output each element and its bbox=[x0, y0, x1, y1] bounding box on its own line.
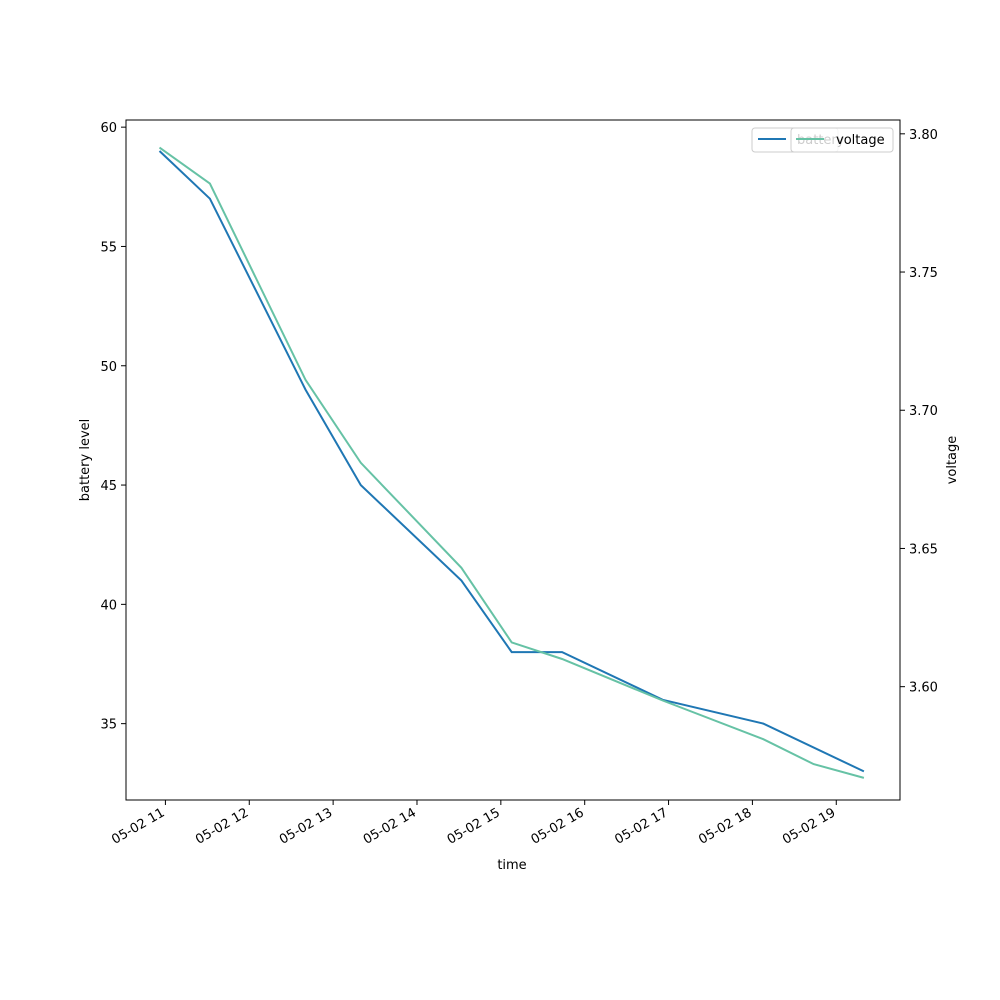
series-line-voltage bbox=[158, 146, 865, 779]
y-left-tick-label: 35 bbox=[100, 718, 117, 733]
x-axis-label: time bbox=[497, 858, 526, 873]
legend-voltage: voltage bbox=[790, 127, 894, 153]
legend-voltage-box bbox=[790, 127, 894, 153]
y-axis-right-label: voltage bbox=[945, 436, 960, 485]
x-tick-label: 05-02 11 bbox=[109, 805, 167, 847]
plot-background bbox=[126, 120, 900, 800]
y-right-tick-label: 3.60 bbox=[909, 681, 938, 696]
y-axis-right: 3.60 3.65 3.70 3.75 3.80 bbox=[900, 128, 938, 696]
y-axis-left: 35 40 45 50 55 60 bbox=[100, 121, 126, 733]
y-left-tick-label: 45 bbox=[100, 479, 117, 494]
series-layer bbox=[158, 146, 865, 779]
series-line-battery bbox=[158, 150, 865, 773]
x-tick-label: 05-02 12 bbox=[193, 805, 251, 847]
y-left-tick-label: 55 bbox=[100, 240, 117, 255]
y-right-tick-label: 3.70 bbox=[909, 404, 938, 419]
x-tick-label: 05-02 19 bbox=[780, 805, 838, 847]
legend-voltage-label: voltage bbox=[836, 133, 885, 148]
x-tick-label: 05-02 18 bbox=[696, 805, 754, 847]
plot-frame bbox=[125, 119, 901, 801]
y-left-tick-label: 60 bbox=[100, 121, 117, 136]
y-left-tick-label: 50 bbox=[100, 360, 117, 375]
x-axis: 05-02 11 05-02 12 05-02 13 05-02 14 05-02 15… bbox=[109, 800, 838, 848]
x-tick-label: 05-02 17 bbox=[612, 805, 670, 847]
x-tick-label: 05-02 13 bbox=[277, 805, 335, 847]
y-left-tick-label: 40 bbox=[100, 598, 117, 613]
x-tick-label: 05-02 15 bbox=[445, 805, 503, 847]
y-right-tick-label: 3.75 bbox=[909, 266, 938, 281]
y-right-tick-label: 3.65 bbox=[909, 542, 938, 557]
x-tick-label: 05-02 14 bbox=[361, 805, 419, 847]
y-right-tick-label: 3.80 bbox=[909, 128, 938, 143]
x-tick-label: 05-02 16 bbox=[529, 805, 587, 847]
y-axis-left-label: battery level bbox=[78, 419, 93, 502]
